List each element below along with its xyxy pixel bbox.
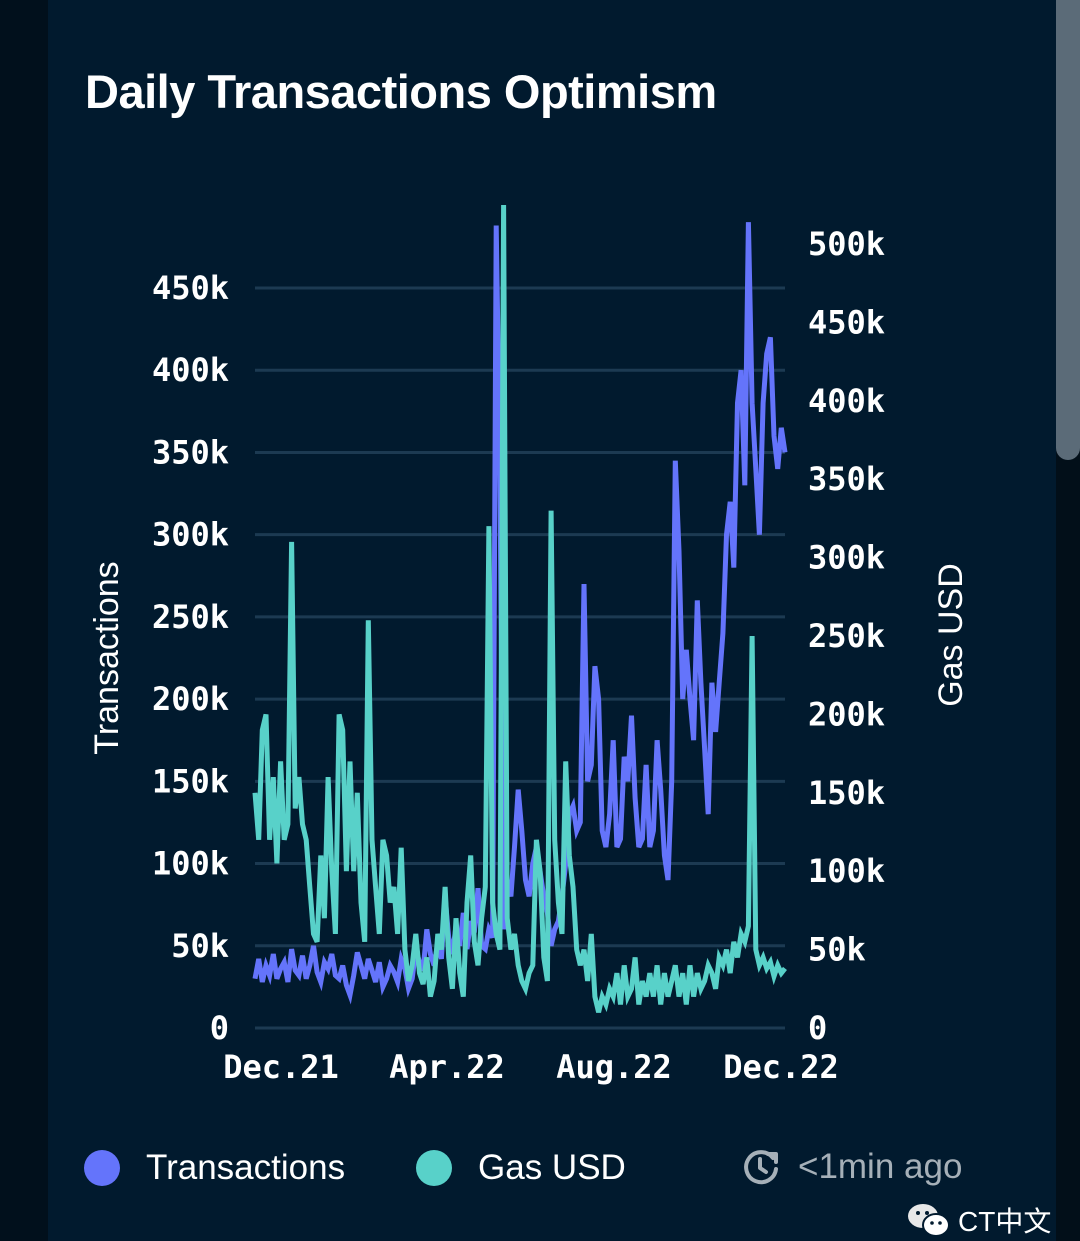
y-tick-label: 150k xyxy=(152,762,229,800)
series-line-transactions xyxy=(252,222,788,1005)
wechat-icon xyxy=(908,1204,950,1237)
legend-item-gas-usd[interactable]: Gas USD xyxy=(416,1146,626,1190)
y2-tick-label: 500k xyxy=(808,225,885,263)
chart-title: Daily Transactions Optimism xyxy=(85,65,717,118)
watermark-text: CT中文 xyxy=(958,1206,1052,1237)
scrollbar-thumb[interactable] xyxy=(1056,0,1080,460)
right-axis-ticks: 0 50k 100k 150k 200k 250k 300k 350k 400k 450k 500k xyxy=(808,225,885,1047)
legend-dot-gas-usd xyxy=(416,1150,452,1186)
y-tick-label: 50k xyxy=(171,927,229,965)
chart-svg: 0 50k 100k 150k 200k 250k 300k 350k 400k 450k 0 50… xyxy=(88,204,970,1086)
watermark: CT中文 xyxy=(906,1200,1051,1240)
y-tick-label: 300k xyxy=(152,516,229,554)
y2-tick-label: 350k xyxy=(808,460,885,498)
y2-tick-label: 0 xyxy=(808,1009,827,1047)
legend-label: Gas USD xyxy=(478,1148,626,1187)
x-tick-label: Aug.22 xyxy=(556,1048,672,1086)
y2-tick-label: 100k xyxy=(808,852,885,890)
y-tick-label: 0 xyxy=(210,1009,229,1047)
grid-lines xyxy=(255,286,785,1030)
x-tick-label: Apr.22 xyxy=(389,1048,505,1086)
series-lines xyxy=(252,204,788,1013)
y-tick-label: 450k xyxy=(152,269,229,307)
last-updated-text: <1min ago xyxy=(798,1147,963,1186)
x-axis-ticks: Dec.21 Apr.22 Aug.22 Dec.22 xyxy=(223,1048,839,1086)
chart-card xyxy=(48,0,1062,1241)
y2-tick-label: 450k xyxy=(808,303,885,341)
y-tick-label: 100k xyxy=(152,845,229,883)
y2-axis-title: Gas USD xyxy=(932,563,970,707)
y2-tick-label: 150k xyxy=(808,774,885,812)
legend-item-transactions[interactable]: Transactions xyxy=(84,1146,345,1190)
last-updated: <1min ago xyxy=(740,1146,962,1188)
y-tick-label: 400k xyxy=(152,351,229,389)
clock-refresh-icon xyxy=(744,1150,778,1185)
x-tick-label: Dec.22 xyxy=(723,1048,839,1086)
y-tick-label: 350k xyxy=(152,433,229,471)
y2-tick-label: 200k xyxy=(808,695,885,733)
y2-tick-label: 400k xyxy=(808,382,885,420)
y-tick-label: 250k xyxy=(152,598,229,636)
legend-dot-transactions xyxy=(84,1150,120,1186)
y2-tick-label: 250k xyxy=(808,617,885,655)
y-tick-label: 200k xyxy=(152,680,229,718)
series-line-gas-usd xyxy=(252,204,787,1013)
left-axis-ticks: 0 50k 100k 150k 200k 250k 300k 350k 400k 450k xyxy=(152,269,229,1047)
x-tick-label: Dec.21 xyxy=(223,1048,339,1086)
legend-label: Transactions xyxy=(146,1148,346,1187)
y-axis-title: Transactions xyxy=(88,561,126,754)
y2-tick-label: 300k xyxy=(808,539,885,577)
y2-tick-label: 50k xyxy=(808,931,866,969)
